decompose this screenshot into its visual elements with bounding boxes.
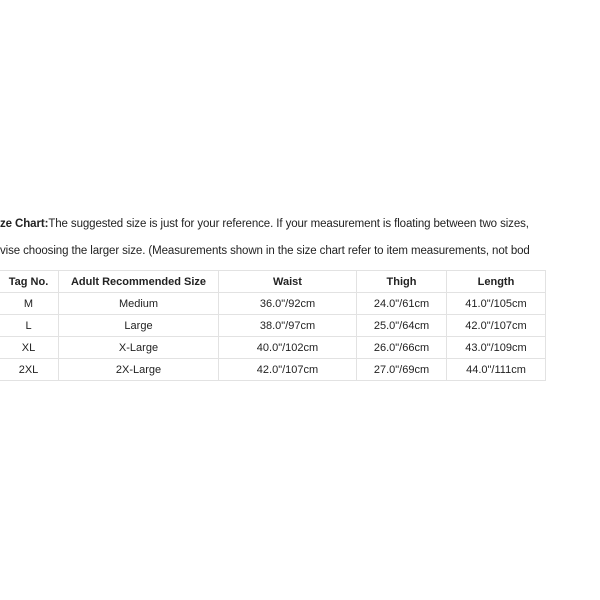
table-header-row: Tag No. Adult Recommended Size Waist Thi… (0, 270, 546, 293)
size-chart-note-line-1: ze Chart:The suggested size is just for … (0, 218, 529, 230)
cell-size: X-Large (58, 336, 219, 359)
cell-size: 2X-Large (58, 358, 219, 381)
cell-waist: 40.0"/102cm (218, 336, 357, 359)
cell-tag: M (0, 292, 59, 315)
size-chart-note: The suggested size is just for your refe… (48, 218, 529, 230)
cell-waist: 36.0"/92cm (218, 292, 357, 315)
size-chart-note-line-2: vise choosing the larger size. (Measurem… (0, 245, 530, 257)
size-table: Tag No. Adult Recommended Size Waist Thi… (0, 270, 546, 381)
cell-thigh: 24.0"/61cm (356, 292, 447, 315)
cell-waist: 38.0"/97cm (218, 314, 357, 337)
cell-size: Medium (58, 292, 219, 315)
header-length: Length (446, 270, 546, 293)
cell-length: 42.0"/107cm (446, 314, 546, 337)
cell-thigh: 27.0"/69cm (356, 358, 447, 381)
header-thigh: Thigh (356, 270, 447, 293)
header-waist: Waist (218, 270, 357, 293)
cell-length: 44.0"/111cm (446, 358, 546, 381)
cell-thigh: 26.0"/66cm (356, 336, 447, 359)
cell-tag: L (0, 314, 59, 337)
cell-thigh: 25.0"/64cm (356, 314, 447, 337)
table-row: XL X-Large 40.0"/102cm 26.0"/66cm 43.0"/109c… (0, 336, 546, 359)
cell-size: Large (58, 314, 219, 337)
table-row: L Large 38.0"/97cm 25.0"/64cm 42.0"/107cm (0, 314, 546, 337)
cell-waist: 42.0"/107cm (218, 358, 357, 381)
cell-length: 41.0"/105cm (446, 292, 546, 315)
header-recommended-size: Adult Recommended Size (58, 270, 219, 293)
cell-length: 43.0"/109cm (446, 336, 546, 359)
size-chart-label: ze Chart: (0, 218, 49, 230)
table-row: M Medium 36.0"/92cm 24.0"/61cm 41.0"/105cm (0, 292, 546, 315)
cell-tag: XL (0, 336, 59, 359)
header-tag-no: Tag No. (0, 270, 59, 293)
table-row: 2XL 2X-Large 42.0"/107cm 27.0"/69cm 44.0"/11… (0, 358, 546, 381)
cell-tag: 2XL (0, 358, 59, 381)
